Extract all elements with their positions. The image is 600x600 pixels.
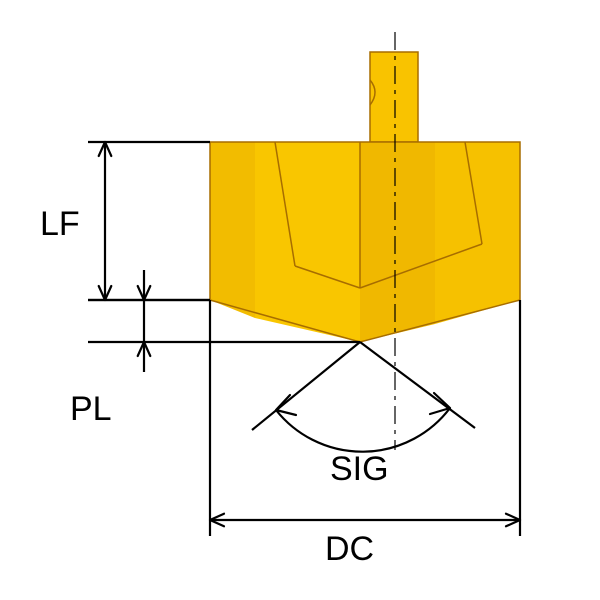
facet [360,142,435,342]
facet [435,142,520,324]
pl-label: PL [70,390,112,428]
shank [370,52,418,142]
dc-label: DC [325,530,374,568]
lf-label: LF [40,205,80,243]
facet [255,142,360,342]
facet [210,142,255,318]
sig-label: SIG [330,450,389,488]
